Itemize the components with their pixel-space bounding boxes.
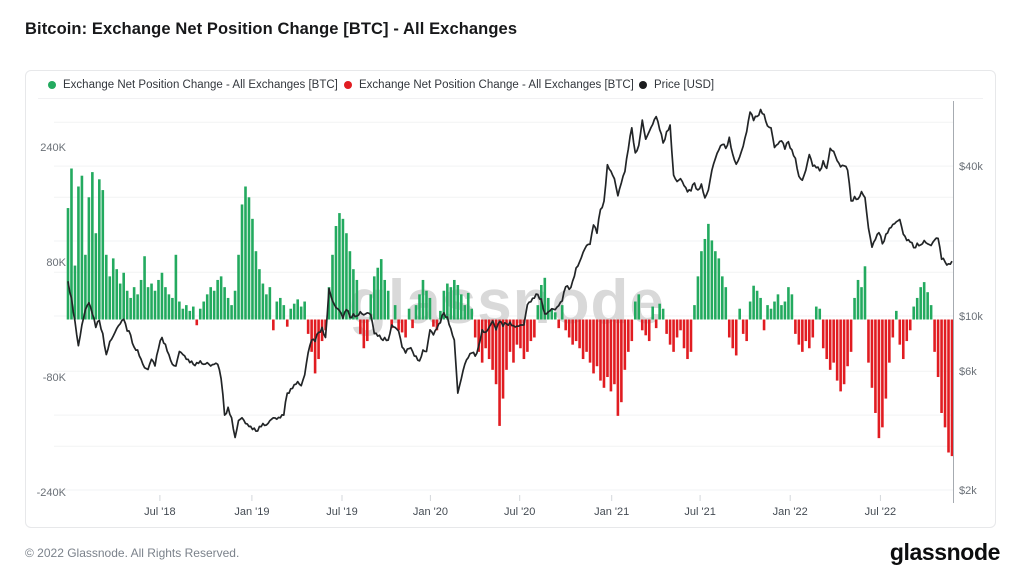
- chart-plot-area[interactable]: glassnode 240K 80K -80K -240K $40k $10k $6k $2k J…: [26, 99, 995, 527]
- svg-text:Jan '22: Jan '22: [773, 506, 808, 518]
- legend-label: Exchange Net Position Change - All Excha…: [359, 79, 634, 91]
- svg-text:Jul '22: Jul '22: [865, 506, 896, 518]
- svg-text:$40k: $40k: [959, 161, 983, 173]
- copyright-text: © 2022 Glassnode. All Rights Reserved.: [25, 546, 240, 560]
- chart-legend: Exchange Net Position Change - All Excha…: [26, 71, 995, 99]
- svg-text:$10k: $10k: [959, 311, 983, 323]
- left-axis-labels: 240K 80K -80K -240K: [37, 142, 67, 499]
- legend-item-net-position-positive[interactable]: Exchange Net Position Change - All Excha…: [48, 79, 338, 91]
- chart-svg[interactable]: glassnode240K80K-80K-240K$40k$10k$6k$2kJ…: [26, 99, 995, 527]
- legend-label: Price [USD]: [654, 79, 715, 91]
- glassnode-logo: glassnode: [889, 539, 1001, 565]
- svg-text:Jul '21: Jul '21: [684, 506, 715, 518]
- legend-dot-green-icon: [48, 81, 56, 89]
- svg-text:$2k: $2k: [959, 485, 977, 497]
- x-axis-labels: Jul '18 Jan '19 Jul '19 Jan '20 Jul '20 Jan '…: [144, 495, 896, 518]
- svg-text:240K: 240K: [40, 142, 66, 154]
- svg-text:Jul '20: Jul '20: [504, 506, 535, 518]
- svg-text:$6k: $6k: [959, 366, 977, 378]
- svg-text:80K: 80K: [46, 257, 66, 269]
- right-axis-labels: $40k $10k $6k $2k: [959, 161, 983, 497]
- legend-label: Exchange Net Position Change - All Excha…: [63, 79, 338, 91]
- legend-item-price-usd[interactable]: Price [USD]: [639, 79, 714, 91]
- svg-text:Jan '19: Jan '19: [234, 506, 269, 518]
- legend-dot-red-icon: [344, 81, 352, 89]
- svg-text:Jan '20: Jan '20: [413, 506, 448, 518]
- legend-dot-black-icon: [639, 81, 647, 89]
- svg-text:Jan '21: Jan '21: [594, 506, 629, 518]
- chart-card: Exchange Net Position Change - All Excha…: [25, 70, 996, 528]
- svg-text:-80K: -80K: [43, 372, 67, 384]
- price-line: [67, 108, 953, 439]
- svg-text:Jul '18: Jul '18: [144, 506, 175, 518]
- legend-item-net-position-negative[interactable]: Exchange Net Position Change - All Excha…: [344, 79, 634, 91]
- svg-text:-240K: -240K: [37, 487, 67, 499]
- page-title: Bitcoin: Exchange Net Position Change [B…: [25, 20, 518, 38]
- legend-separator: [38, 98, 983, 99]
- svg-text:Jul '19: Jul '19: [326, 506, 357, 518]
